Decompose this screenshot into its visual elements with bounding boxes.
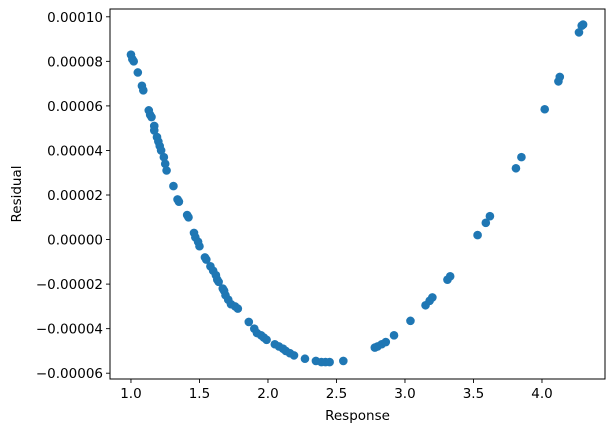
data-point [473,230,482,240]
data-point [214,277,223,287]
data-point [262,335,271,345]
data-point [325,357,334,367]
y-tick-label: −0.00002 [36,277,103,293]
data-point [147,112,156,122]
x-tick-label: 1.5 [189,386,210,402]
data-point [517,152,526,162]
y-tick-label: 0.00004 [47,143,103,159]
y-tick-label: 0.00010 [47,10,103,26]
data-point [133,68,143,77]
y-axis-label: Residual [9,165,25,222]
data-point [511,163,521,173]
data-point [481,218,491,228]
data-point [156,146,166,155]
data-point [381,337,391,347]
x-tick-label: 2.0 [257,386,278,402]
y-tick-label: 0.00008 [47,54,103,70]
data-point [574,28,584,37]
y-axis: 0.00010 0.00008 0.00006 0.00004 0.00002 0.000… [36,10,110,382]
data-point [202,255,211,264]
x-tick-label: 3.0 [394,386,415,402]
data-point [300,354,310,364]
data-point [555,72,565,82]
data-point [184,212,193,222]
data-point [389,331,399,340]
y-tick-label: 0.00002 [47,188,103,204]
data-point [428,293,437,302]
data-point [244,317,254,327]
points-layer [126,20,588,367]
y-tick-label: −0.00006 [36,366,103,382]
x-tick-label: 4.0 [531,386,552,402]
x-axis-label: Response [325,408,390,424]
data-point [195,241,204,251]
data-point [339,356,348,366]
data-point [149,126,159,135]
data-point [289,351,299,360]
y-tick-label: −0.00004 [36,322,103,338]
data-point [174,197,184,206]
data-point [162,166,171,175]
data-point [485,211,495,221]
data-point [160,159,170,169]
data-point [233,304,243,313]
data-point [540,104,550,114]
x-tick-label: 1.0 [120,386,141,402]
data-point [445,272,455,281]
y-tick-label: 0.00000 [47,233,103,249]
x-tick-label: 2.5 [326,386,347,402]
data-point [159,152,169,162]
plot-frame [109,8,606,380]
x-axis: 1.0 1.5 2.0 2.5 3.0 3.5 4.0 [120,379,553,402]
data-point [129,57,139,66]
data-point [169,181,178,191]
data-point [406,316,415,326]
data-point [138,86,148,95]
y-tick-label: 0.00006 [47,99,103,115]
x-tick-label: 3.5 [463,386,484,402]
data-point [578,20,588,29]
